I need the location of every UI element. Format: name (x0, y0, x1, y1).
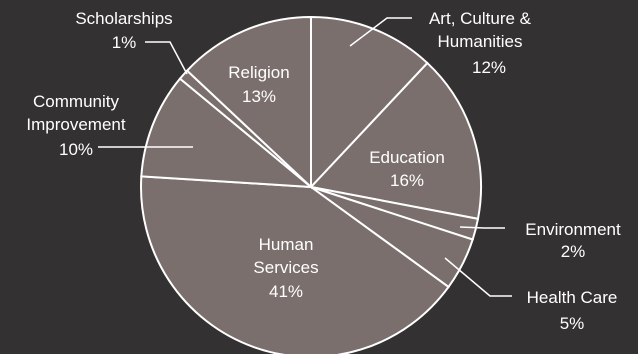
leader-lines (98, 17, 512, 297)
pie-slice-education (309, 61, 482, 221)
label-community-line1: Community (33, 92, 119, 111)
label-art-value: 12% (472, 58, 506, 77)
leader-art (349, 17, 412, 47)
label-community-line2: Improvement (26, 115, 125, 134)
label-environment-name: Environment (525, 220, 621, 239)
pie-slice-community-improvement (140, 77, 315, 189)
label-human-value: 41% (269, 282, 303, 301)
label-health-name: Health Care (527, 288, 618, 307)
label-human-line2: Services (253, 258, 318, 277)
label-health-value: 5% (560, 314, 585, 333)
pie-slice-religion (185, 15, 312, 190)
label-scholarships-value: 1% (112, 33, 137, 52)
label-art-line1: Art, Culture & (429, 9, 532, 28)
label-art-line2: Humanities (437, 32, 522, 51)
label-religion-name: Religion (228, 63, 289, 82)
label-religion-value: 13% (242, 87, 276, 106)
label-community-value: 10% (59, 140, 93, 159)
leader-scholarships (145, 41, 188, 75)
pie-slice-human-services (140, 175, 450, 354)
leader-health (444, 257, 512, 297)
label-education-name: Education (369, 148, 445, 167)
label-education-value: 16% (390, 171, 424, 190)
label-scholarships-name: Scholarships (75, 9, 172, 28)
pie-slices (140, 15, 482, 354)
slice-labels: Art, Culture & Humanities 12% Education … (26, 9, 621, 333)
leader-environment (459, 226, 505, 229)
label-human-line1: Human (259, 235, 314, 254)
label-environment-value: 2% (561, 242, 586, 261)
